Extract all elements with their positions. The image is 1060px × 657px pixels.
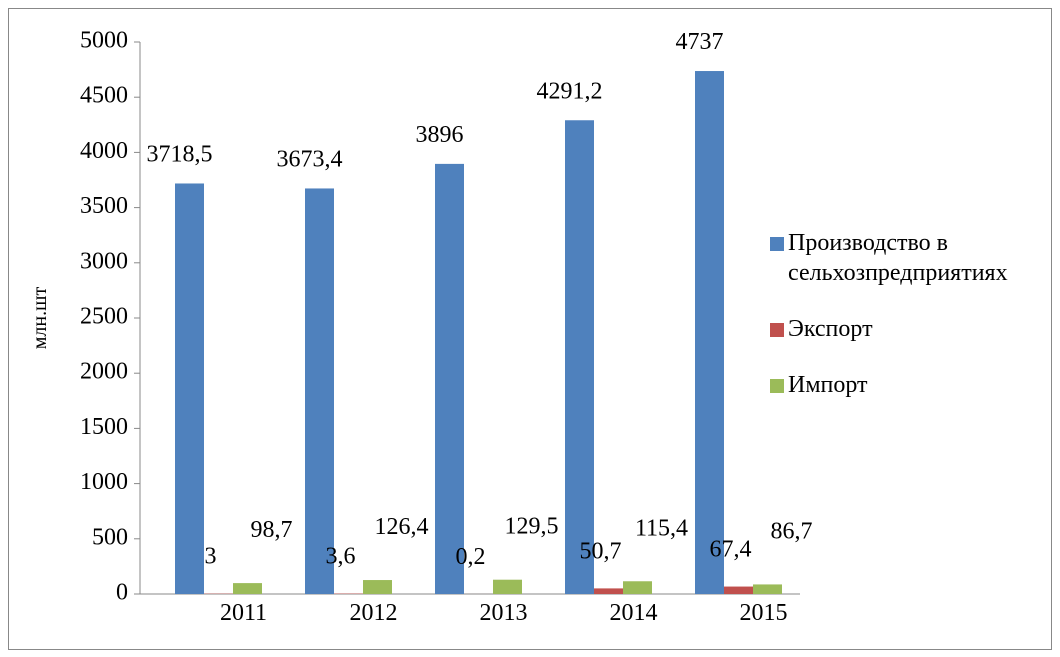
- y-axis-label: млн.шт: [29, 287, 51, 350]
- legend-item: Экспорт: [770, 314, 1060, 344]
- bar: [435, 163, 464, 595]
- bar: [565, 120, 594, 594]
- chart-border: [8, 8, 1052, 650]
- x-tick-label: 2013: [480, 600, 528, 626]
- data-label: 86,7: [771, 518, 813, 544]
- legend-label: Импорт: [788, 372, 868, 398]
- data-label: 50,7: [580, 538, 622, 564]
- y-tick-label: 5000: [80, 28, 128, 54]
- data-label: 115,4: [635, 515, 688, 541]
- data-label: 3718,5: [147, 141, 213, 167]
- data-label: 4291,2: [537, 78, 603, 104]
- data-label: 129,5: [505, 514, 559, 540]
- x-tick-label: 2011: [220, 600, 267, 626]
- data-label: 3,6: [326, 544, 356, 570]
- y-tick-label: 2500: [80, 304, 128, 330]
- y-tick-label: 1500: [80, 414, 128, 440]
- data-label: 4737: [676, 29, 724, 55]
- y-tick-label: 500: [92, 524, 128, 550]
- bar: [724, 586, 753, 594]
- data-label: 98,7: [251, 517, 293, 543]
- data-label: 67,4: [710, 537, 752, 563]
- data-label: 3673,4: [277, 146, 343, 172]
- bar: [753, 584, 782, 594]
- x-tick-label: 2012: [350, 600, 398, 626]
- legend-label: Экспорт: [788, 316, 873, 342]
- legend-swatch: [770, 323, 784, 337]
- bar: [175, 183, 204, 594]
- legend-item: Производство в сельхозпредприятиях: [770, 228, 1060, 288]
- y-tick-label: 3000: [80, 248, 128, 274]
- y-tick-label: 4500: [80, 83, 128, 109]
- x-tick-label: 2015: [740, 600, 788, 626]
- legend-item: Импорт: [770, 370, 1060, 400]
- data-label: 3: [205, 544, 217, 570]
- data-label: 126,4: [375, 514, 429, 540]
- y-tick-label: 2000: [80, 359, 128, 385]
- bar: [594, 588, 623, 594]
- bar: [363, 580, 392, 594]
- y-tick-label: 0: [116, 580, 128, 606]
- y-tick-label: 3500: [80, 193, 128, 219]
- legend-swatch: [770, 237, 784, 251]
- y-tick-label: 4000: [80, 138, 128, 164]
- data-label: 3896: [416, 122, 464, 148]
- legend-label: Производство в сельхозпредприятиях: [788, 230, 1008, 286]
- bar: [695, 71, 724, 594]
- legend-swatch: [770, 379, 784, 393]
- bar: [305, 188, 334, 594]
- y-tick-label: 1000: [80, 469, 128, 495]
- x-tick-label: 2014: [610, 600, 658, 626]
- data-label: 0,2: [456, 544, 486, 570]
- bar: [233, 583, 262, 594]
- legend: Производство в сельхозпредприятиях Экспор…: [770, 228, 1060, 426]
- bar: [623, 581, 652, 594]
- bar: [493, 579, 522, 594]
